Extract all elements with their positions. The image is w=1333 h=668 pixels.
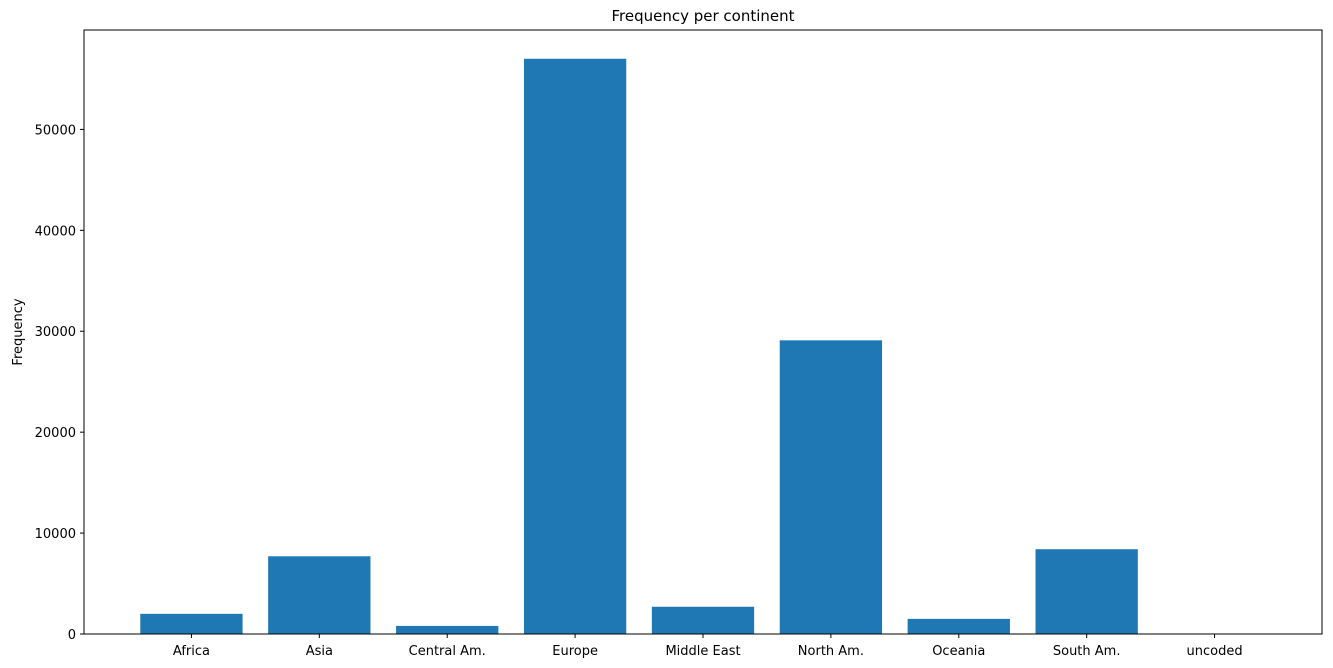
x-tick-label: South Am. — [1053, 644, 1121, 659]
bar-middle-east — [651, 606, 755, 634]
y-tick-label: 10000 — [35, 527, 76, 542]
bar-oceania — [907, 618, 1010, 634]
chart-title: Frequency per continent — [611, 7, 794, 25]
y-tick-label: 40000 — [35, 224, 76, 239]
bars-group — [140, 58, 1138, 635]
x-tick-label: uncoded — [1187, 644, 1243, 659]
bar-africa — [140, 613, 243, 634]
x-tick-label: Africa — [173, 644, 210, 659]
x-tick-label: Central Am. — [409, 644, 486, 659]
y-tick-label: 0 — [68, 628, 76, 643]
x-axis-ticks: Africa Asia Central Am. Europe Middle East No… — [173, 634, 1243, 659]
plot-frame — [83, 29, 1323, 635]
x-tick-label: Oceania — [932, 644, 985, 659]
y-axis-label: Frequency — [11, 298, 26, 365]
bar-south-am — [1035, 549, 1138, 634]
bar-north-am — [779, 340, 883, 634]
y-tick-label: 50000 — [35, 123, 76, 138]
x-tick-label: Europe — [552, 644, 598, 659]
bar-asia — [268, 556, 371, 634]
x-tick-label: Asia — [306, 644, 333, 659]
bar-europe — [523, 58, 627, 635]
x-tick-label: Middle East — [665, 644, 740, 659]
bar-central-am — [396, 625, 499, 634]
y-tick-label: 30000 — [35, 325, 76, 340]
y-axis-ticks: 0 10000 20000 30000 40000 50000 — [35, 123, 84, 643]
x-tick-label: North Am. — [798, 644, 864, 659]
y-tick-label: 20000 — [35, 426, 76, 441]
